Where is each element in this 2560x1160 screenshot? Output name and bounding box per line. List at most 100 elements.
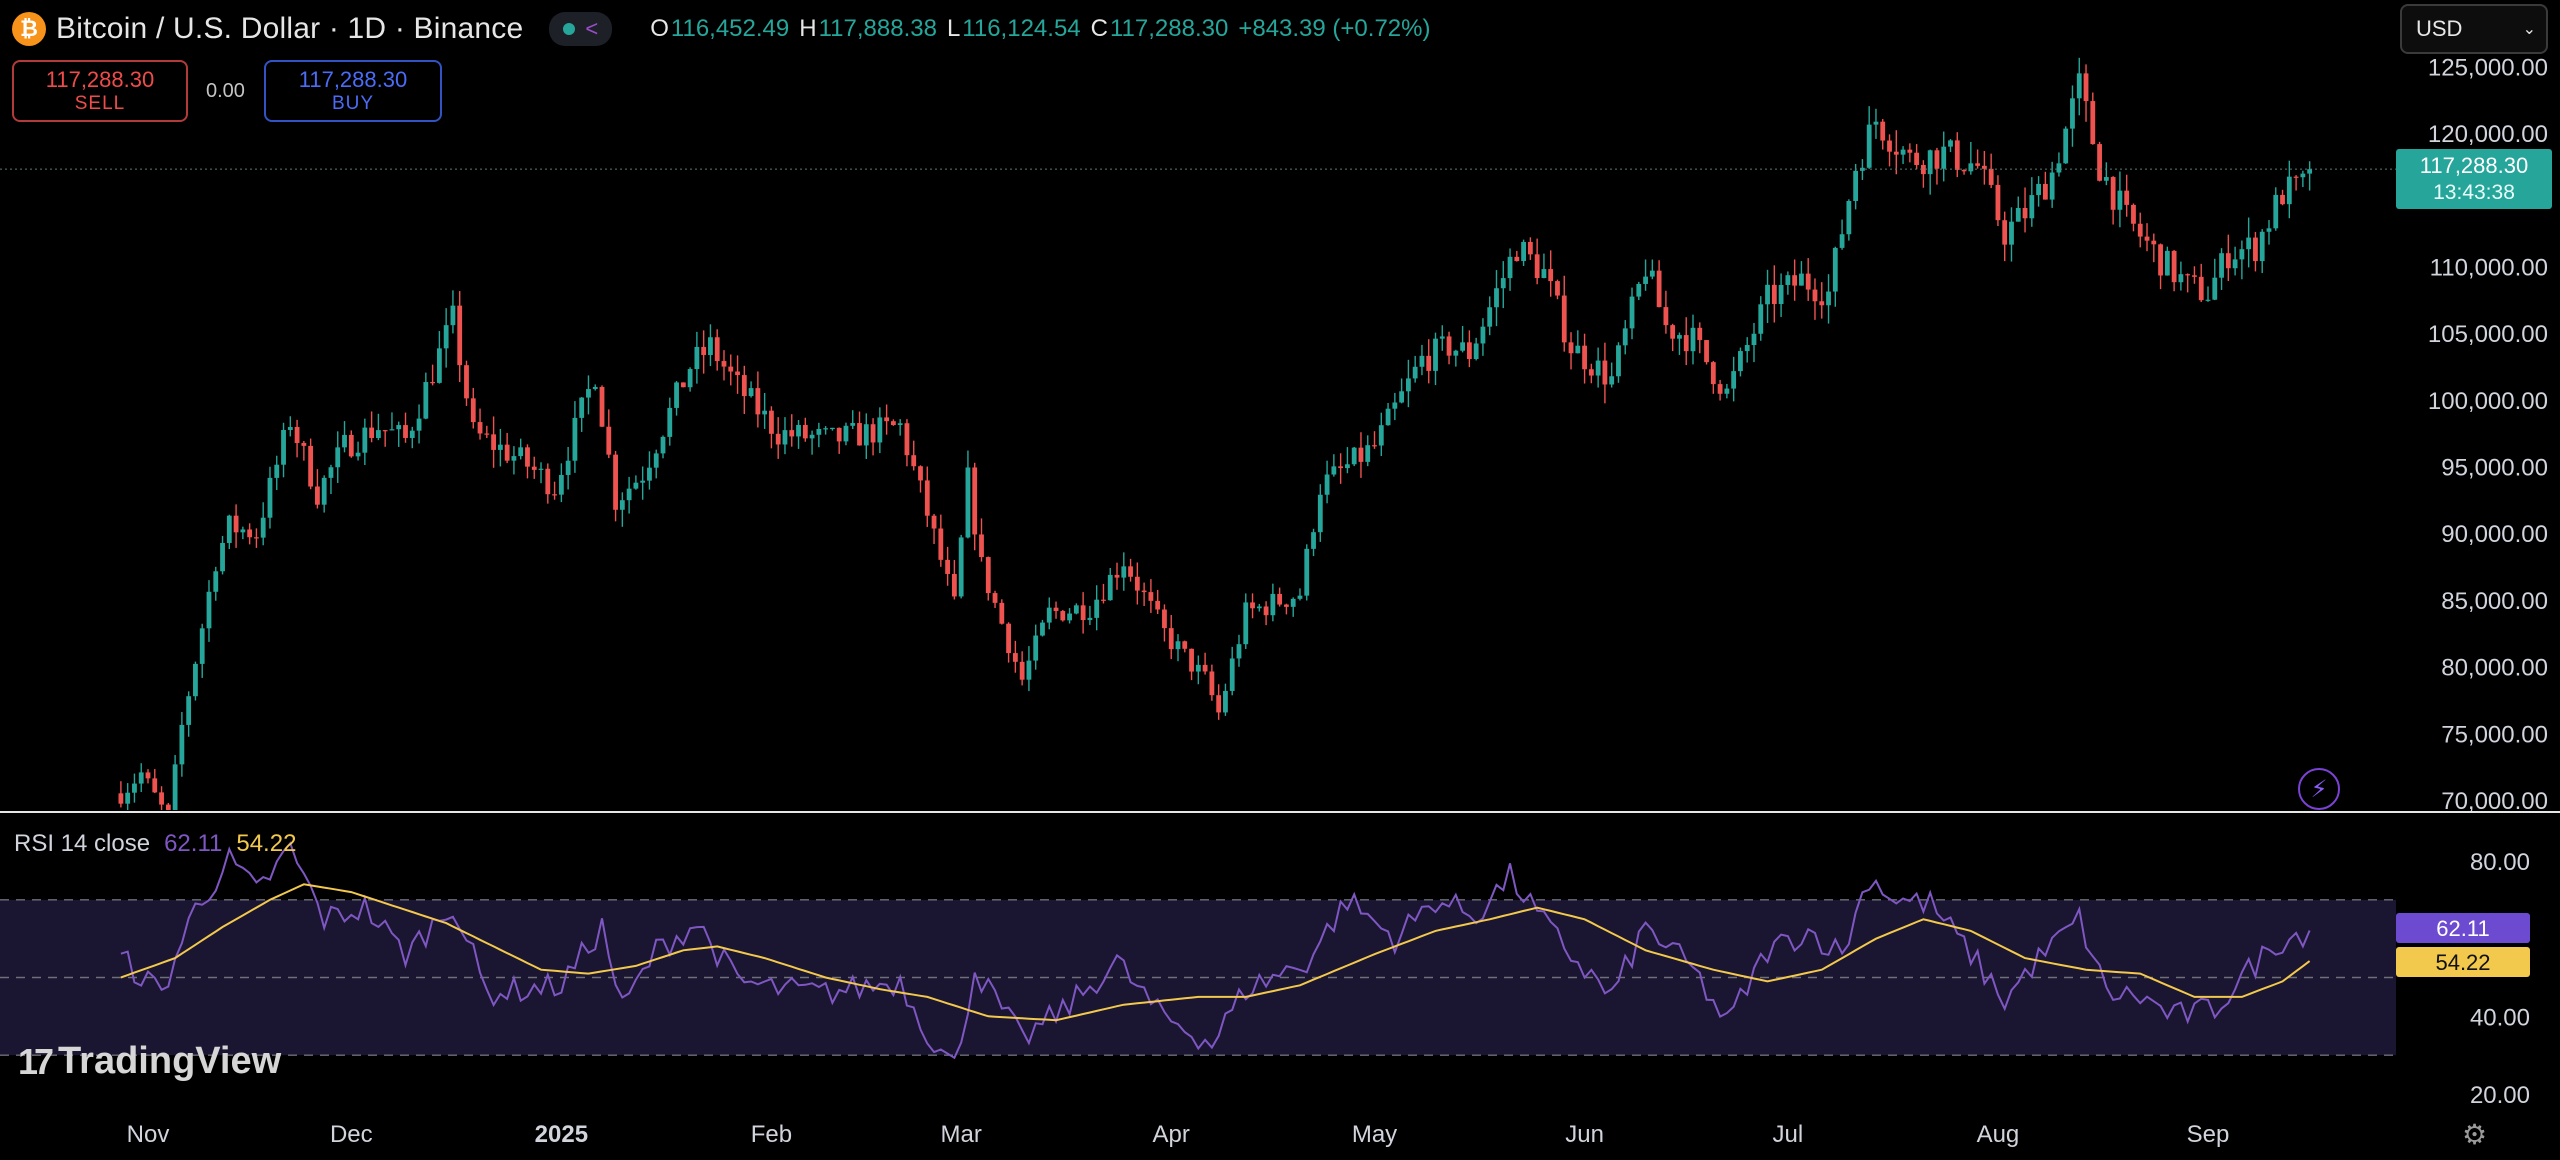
candle bbox=[2164, 246, 2170, 276]
candle bbox=[708, 324, 713, 367]
candle bbox=[1087, 605, 1093, 625]
candle-body bbox=[287, 427, 293, 431]
candle bbox=[816, 422, 822, 448]
candle-body bbox=[1873, 121, 1879, 125]
candle-body bbox=[1202, 664, 1208, 672]
candle-body bbox=[464, 365, 469, 399]
candle-body bbox=[640, 480, 646, 483]
candle-body bbox=[1026, 660, 1032, 680]
sell-button[interactable]: 117,288.30 SELL bbox=[12, 60, 188, 122]
candle bbox=[1141, 582, 1147, 606]
candle-body bbox=[1209, 671, 1215, 696]
candle bbox=[1595, 347, 1601, 388]
candle-body bbox=[1954, 140, 1960, 170]
candle bbox=[274, 455, 280, 491]
buy-button[interactable]: 117,288.30 BUY bbox=[264, 60, 442, 122]
candle-body bbox=[362, 427, 368, 453]
candle-body bbox=[1094, 599, 1100, 618]
candle bbox=[1846, 199, 1852, 241]
candle-body bbox=[1555, 281, 1560, 296]
candle bbox=[762, 392, 768, 429]
candle bbox=[748, 381, 754, 398]
candle-body bbox=[1006, 623, 1011, 654]
candle-body bbox=[958, 537, 964, 597]
candle bbox=[240, 526, 246, 540]
rsi-legend[interactable]: RSI 14 close 62.11 54.22 bbox=[14, 830, 296, 858]
candle-body bbox=[877, 417, 883, 443]
symbol-title[interactable]: Bitcoin / U.S. Dollar · 1D · Binance bbox=[56, 12, 524, 45]
candle bbox=[843, 422, 849, 446]
lightning-icon[interactable]: ⚡ bbox=[2298, 768, 2340, 810]
candle-body bbox=[728, 366, 734, 372]
candle-body bbox=[1229, 658, 1235, 691]
candle-body bbox=[525, 447, 530, 467]
candle bbox=[1155, 589, 1161, 614]
candle bbox=[233, 504, 239, 548]
candle-body bbox=[2110, 177, 2116, 210]
rsi-ma-tag: 54.22 bbox=[2396, 947, 2530, 977]
candle bbox=[328, 464, 334, 495]
candle-body bbox=[1738, 351, 1743, 372]
candle-body bbox=[863, 424, 869, 446]
price-tick-label: 120,000.00 bbox=[2428, 121, 2548, 148]
candle-body bbox=[497, 444, 503, 450]
candle bbox=[206, 580, 212, 642]
currency-select[interactable]: USD ⌄ bbox=[2400, 4, 2548, 54]
candle bbox=[1073, 603, 1079, 615]
candle bbox=[443, 308, 449, 368]
candle-body bbox=[653, 453, 659, 468]
candle bbox=[1799, 261, 1804, 286]
price-tick-label-partial: 125,000.00 bbox=[2428, 54, 2548, 81]
gear-icon[interactable]: ⚙ bbox=[2462, 1119, 2488, 1150]
candle bbox=[1995, 175, 2001, 227]
candle-body bbox=[477, 422, 483, 434]
candle-body bbox=[1466, 342, 1472, 360]
candle bbox=[145, 769, 151, 784]
tradingview-logo[interactable]: 17 TradingView bbox=[18, 1040, 281, 1083]
candle-body bbox=[2103, 177, 2109, 181]
candle bbox=[375, 413, 381, 441]
candle bbox=[1975, 149, 1981, 169]
candle bbox=[2266, 220, 2272, 245]
candle bbox=[701, 330, 707, 374]
rsi-axis[interactable]: 80.00 40.00 20.00 bbox=[2470, 849, 2530, 1109]
price-axis[interactable]: 125,000.00 120,000.00 110,000.00 105,000.00… bbox=[2428, 54, 2548, 815]
candle bbox=[1616, 342, 1621, 383]
candle-body bbox=[2097, 144, 2102, 181]
candle bbox=[1792, 259, 1798, 301]
candle-body bbox=[1419, 355, 1425, 367]
candle-body bbox=[2076, 73, 2082, 99]
candle-body bbox=[1649, 270, 1655, 277]
candle-body bbox=[1670, 325, 1676, 339]
candle bbox=[2307, 161, 2313, 191]
candle-body bbox=[436, 348, 442, 383]
status-pill[interactable]: < bbox=[549, 12, 613, 46]
candle bbox=[1981, 150, 1987, 185]
candle bbox=[1609, 362, 1615, 388]
candle bbox=[2103, 162, 2109, 186]
candle-body bbox=[2212, 277, 2218, 300]
candle-body bbox=[1453, 350, 1459, 356]
candle-body bbox=[457, 305, 463, 366]
candle-body bbox=[1385, 408, 1391, 426]
candle-body bbox=[782, 430, 788, 445]
candle-body bbox=[1446, 336, 1452, 356]
price-tick-label: 75,000.00 bbox=[2441, 721, 2548, 748]
time-axis[interactable]: Nov Dec 2025 Feb Mar Apr May Jun Jul Aug Sep bbox=[127, 1121, 2230, 1148]
candle-body bbox=[1195, 664, 1201, 672]
candle-body bbox=[1236, 644, 1242, 659]
candle-body bbox=[979, 534, 984, 558]
candle-body bbox=[1351, 447, 1357, 465]
candle-body bbox=[802, 424, 808, 439]
candle bbox=[1948, 139, 1953, 153]
candle bbox=[186, 691, 192, 737]
candle-body bbox=[586, 389, 591, 398]
candle bbox=[1649, 259, 1655, 280]
candle bbox=[1907, 143, 1913, 163]
candle bbox=[586, 375, 591, 415]
candle bbox=[2029, 177, 2035, 227]
candle bbox=[660, 435, 666, 459]
candle-body bbox=[680, 382, 686, 388]
candle-body bbox=[1866, 124, 1872, 168]
